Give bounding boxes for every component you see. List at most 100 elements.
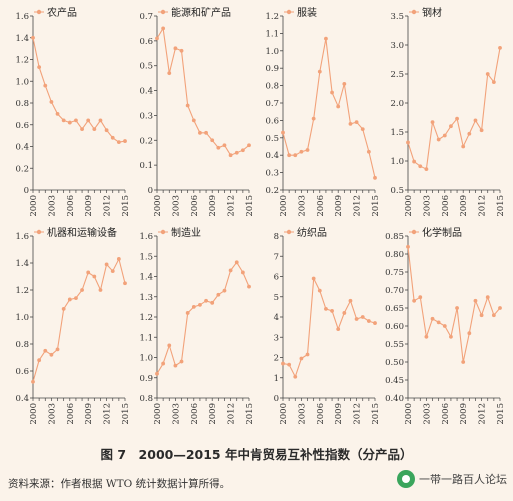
y-tick-label: 0 <box>148 186 153 196</box>
legend-label: 农产品 <box>47 6 77 19</box>
data-point <box>406 244 410 249</box>
data-point <box>55 111 60 116</box>
chart-panel-3: 0.5 1.0 1.5 2.0 2.5 3.0 3.5 2000 2003 2006 2009 201… <box>390 6 506 217</box>
data-point <box>240 270 245 275</box>
y-tick-label: 0.8 <box>15 340 29 350</box>
data-point <box>210 300 215 305</box>
y-tick-label: 2 <box>274 354 279 364</box>
legend-marker <box>411 9 417 15</box>
y-tick-label: 3.0 <box>390 41 404 51</box>
y-tick-label: 0.60 <box>385 322 404 332</box>
data-point <box>161 361 166 366</box>
legend-label: 化学制品 <box>422 226 462 239</box>
data-point <box>67 120 72 125</box>
data-point <box>228 153 233 158</box>
data-point <box>436 137 441 142</box>
y-tick-label: 0.55 <box>385 340 404 350</box>
data-point <box>123 281 127 286</box>
data-point <box>418 295 423 300</box>
data-point <box>110 135 115 140</box>
data-point <box>116 257 121 261</box>
data-point <box>98 118 103 123</box>
y-tick-label: 1.6 <box>139 232 153 242</box>
y-tick-label: 0.85 <box>385 232 404 242</box>
series-line <box>156 261 250 374</box>
x-tick-label: 2015 <box>121 403 131 425</box>
data-point <box>198 302 202 307</box>
data-point <box>366 149 371 154</box>
y-tick-label: 5 <box>274 293 279 303</box>
legend-marker <box>286 9 292 15</box>
y-tick-label: 1.4 <box>139 273 153 283</box>
data-point <box>240 148 245 153</box>
data-point <box>155 36 159 41</box>
y-tick-label: 1.3 <box>139 293 153 303</box>
y-tick-label: 0.6 <box>139 37 153 47</box>
y-tick-label: 0.8 <box>139 394 153 404</box>
data-point <box>467 331 472 336</box>
y-tick-label: 1.4 <box>15 34 29 44</box>
x-tick-label: 2015 <box>245 195 255 217</box>
x-tick-label: 2015 <box>496 403 506 425</box>
data-point <box>74 118 78 123</box>
data-point <box>311 116 316 121</box>
legend-label: 服装 <box>297 6 317 19</box>
y-tick-label: 0.50 <box>385 358 404 368</box>
y-tick-label: 1.1 <box>139 333 153 343</box>
x-tick-label: 2009 <box>334 195 344 217</box>
data-point <box>406 140 410 145</box>
data-point <box>167 343 172 348</box>
x-tick-label: 2006 <box>316 195 326 217</box>
y-tick-label: 0.6 <box>15 121 29 131</box>
data-point <box>43 83 48 88</box>
data-point <box>366 319 371 323</box>
data-point <box>234 150 239 155</box>
x-tick-label: 2009 <box>334 403 344 425</box>
chart-panel-0: 0 0.2 0.4 0.6 0.8 1.0 1.2 1.4 1.6 2000 2003 2006 200… <box>15 6 131 217</box>
data-point <box>373 175 377 180</box>
y-tick-label: 1.2 <box>139 313 153 323</box>
chart-panel-5: 0.8 0.9 1.0 1.1 1.2 1.3 1.4 1.5 1.6 2000 2003 2006 2… <box>139 226 255 425</box>
data-point <box>473 298 478 303</box>
y-tick-label: 0.7 <box>139 12 153 22</box>
y-tick-label: 0 <box>274 394 279 404</box>
y-tick-label: 1.6 <box>15 12 29 22</box>
legend-marker <box>36 229 42 235</box>
data-point <box>360 315 365 319</box>
data-point <box>324 36 328 41</box>
data-point <box>104 128 109 133</box>
chart-panel-7: 0.40 0.45 0.50 0.55 0.60 0.65 0.70 0.75 0.80 0.85… <box>385 226 506 425</box>
series-line <box>156 26 250 156</box>
data-point <box>37 65 42 70</box>
x-tick-label: 2003 <box>422 403 432 425</box>
y-tick-label: 0.4 <box>139 87 153 97</box>
series-line <box>407 47 501 170</box>
legend-marker <box>36 9 42 15</box>
data-point <box>418 164 423 169</box>
data-point <box>473 118 478 123</box>
data-point <box>336 327 341 332</box>
x-tick-label: 2006 <box>441 195 451 217</box>
y-tick-label: 1.4 <box>15 259 29 269</box>
data-point <box>436 320 441 325</box>
data-point <box>123 139 127 143</box>
data-point <box>317 288 322 293</box>
figure-source: 资料来源：作者根据 WTO 统计数据计算所得。 <box>8 478 231 490</box>
x-tick-label: 2006 <box>190 195 200 217</box>
data-point <box>104 262 109 267</box>
y-tick-label: 3.5 <box>390 12 404 22</box>
data-point <box>424 334 429 339</box>
data-point <box>247 143 251 148</box>
y-tick-label: 0.80 <box>385 250 404 260</box>
y-tick-label: 7 <box>274 252 279 262</box>
data-point <box>330 309 334 313</box>
x-tick-label: 2000 <box>404 403 414 425</box>
data-point <box>86 270 91 275</box>
x-tick-label: 2000 <box>279 403 289 425</box>
data-point <box>498 46 502 50</box>
data-point <box>86 118 91 123</box>
y-tick-label: 0.45 <box>385 376 404 386</box>
data-point <box>449 334 453 339</box>
legend-marker <box>411 229 417 235</box>
y-tick-label: 0.5 <box>265 134 279 144</box>
